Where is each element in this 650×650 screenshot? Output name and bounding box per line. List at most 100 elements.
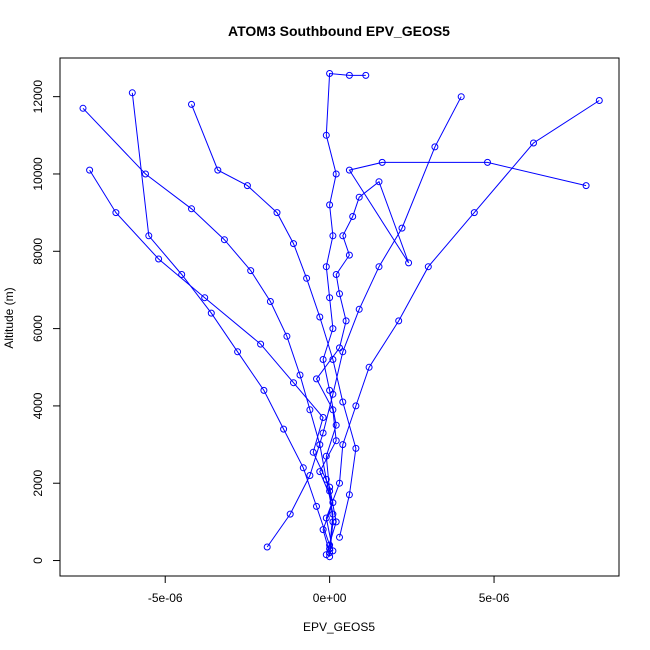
data-point (326, 541, 334, 549)
data-point (457, 93, 465, 101)
data-point (329, 232, 337, 240)
data-point (273, 209, 281, 217)
plot-frame (59, 57, 620, 577)
y-tick-label: 12000 (31, 80, 45, 114)
data-point (316, 441, 324, 449)
data-point (375, 178, 383, 186)
series-line (89, 169, 337, 555)
data-point (257, 340, 265, 348)
x-tick-label: 0e+00 (313, 591, 347, 605)
data-point (345, 71, 353, 79)
data-point (339, 348, 347, 356)
data-point (296, 371, 304, 379)
y-tick-label: 6000 (31, 315, 45, 342)
data-point (322, 263, 330, 271)
data-point (299, 464, 307, 472)
data-point (313, 502, 320, 510)
data-point (220, 236, 228, 244)
data-point (530, 139, 537, 147)
data-point (319, 414, 327, 421)
x-axis-label: EPV_GEOS5 (303, 620, 375, 634)
y-axis: 0 2000 4000 6000 8000 10000 12000 (31, 80, 61, 564)
data-point (86, 166, 94, 174)
series-2 (79, 104, 337, 553)
data-point (309, 448, 317, 456)
y-tick-label: 2000 (31, 470, 45, 497)
data-point (352, 402, 360, 410)
data-point (260, 386, 268, 394)
data-point (326, 294, 334, 302)
data-point (470, 209, 478, 217)
data-point (178, 271, 186, 278)
data-point (484, 158, 491, 166)
data-point (332, 170, 340, 178)
data-point (329, 518, 337, 526)
data-point (142, 170, 149, 178)
data-point (326, 553, 334, 561)
data-point (352, 444, 360, 452)
series-1 (313, 158, 590, 557)
series-line (191, 104, 357, 538)
data-point (336, 479, 343, 487)
data-point (431, 143, 439, 151)
data-point (316, 313, 324, 321)
data-point (155, 255, 163, 263)
data-point (355, 193, 363, 201)
data-point (214, 166, 222, 174)
data-point (345, 166, 353, 174)
x-tick-label: -5e-06 (148, 591, 183, 605)
data-point (349, 213, 357, 220)
data-point (234, 348, 242, 356)
data-point (342, 317, 350, 325)
data-point (405, 259, 413, 267)
data-point (322, 514, 330, 522)
data-point (290, 240, 297, 248)
series-line (131, 92, 331, 546)
data-point (326, 70, 334, 77)
data-point (332, 271, 340, 278)
y-tick-label: 0 (31, 557, 45, 564)
data-point (188, 205, 195, 213)
series-7 (319, 70, 370, 561)
data-point (332, 421, 340, 429)
data-point (322, 452, 330, 460)
x-axis: -5e-06 0e+00 5e-06 (148, 575, 510, 605)
data-point (306, 472, 314, 479)
data-point (263, 543, 271, 551)
data-point (582, 182, 590, 190)
data-point (290, 379, 297, 387)
series-line (82, 107, 334, 549)
data-point (128, 89, 136, 97)
series-line (315, 161, 587, 553)
data-point (188, 100, 195, 108)
data-point (306, 406, 314, 414)
data-point (395, 317, 403, 325)
data-point (326, 487, 334, 495)
data-point (362, 71, 370, 79)
data-point (375, 263, 383, 271)
data-point (243, 182, 251, 190)
data-point (303, 274, 311, 282)
data-point (286, 510, 294, 518)
data-point (207, 309, 215, 317)
y-axis-label: Altitude (m) (2, 287, 16, 348)
data-layer (79, 70, 603, 561)
data-point (345, 491, 353, 499)
y-tick-label: 10000 (31, 157, 45, 191)
series-line (266, 96, 462, 548)
data-point (345, 251, 353, 259)
data-point (266, 298, 274, 305)
data-point (329, 510, 337, 518)
data-point (398, 224, 406, 232)
data-point (112, 209, 120, 217)
data-point (595, 97, 603, 104)
data-point (319, 429, 327, 437)
data-point (336, 533, 343, 541)
data-point (322, 475, 330, 483)
data-point (319, 356, 327, 363)
data-point (378, 158, 386, 166)
data-point (329, 356, 337, 363)
data-point (424, 263, 432, 271)
data-point (326, 386, 334, 394)
series-5 (128, 89, 334, 549)
